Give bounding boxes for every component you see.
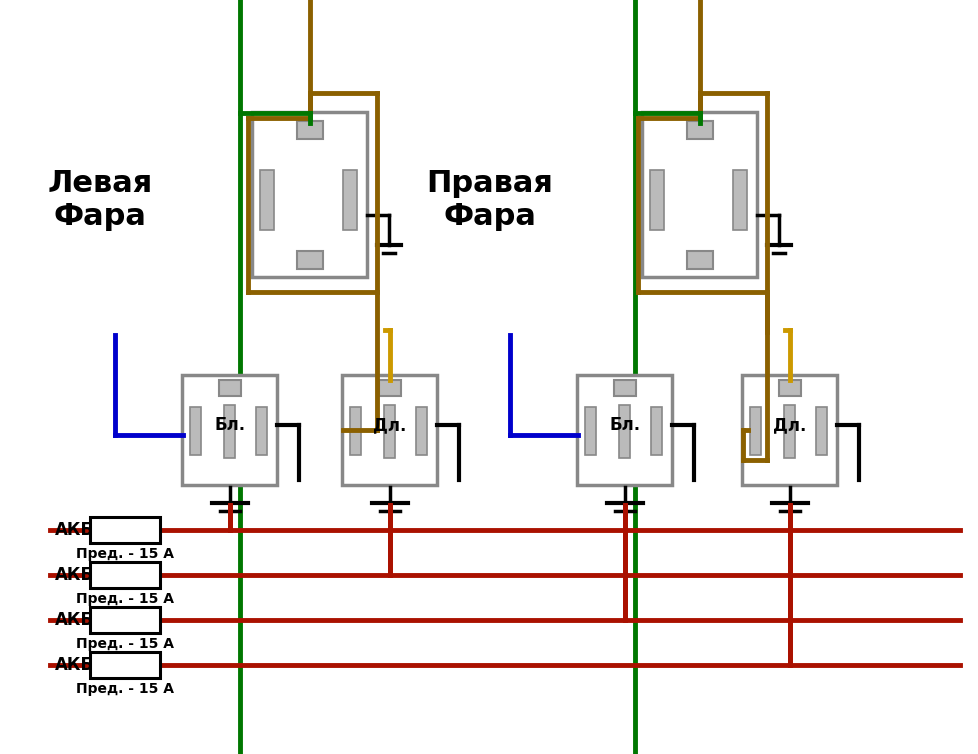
Bar xyxy=(90,517,159,543)
Text: АКБ: АКБ xyxy=(55,656,94,674)
Bar xyxy=(613,380,636,396)
Bar xyxy=(219,380,241,396)
Text: Пред. - 15 А: Пред. - 15 А xyxy=(76,592,174,606)
Bar xyxy=(260,170,274,230)
Bar xyxy=(577,375,672,485)
Bar xyxy=(816,407,826,455)
Bar xyxy=(182,375,277,485)
Bar xyxy=(296,252,323,269)
Bar xyxy=(343,170,357,230)
Text: Левая
Фара: Левая Фара xyxy=(47,169,153,231)
Bar xyxy=(378,380,401,396)
Bar xyxy=(649,170,664,230)
Bar xyxy=(750,407,761,455)
Text: Дл.: Дл. xyxy=(373,416,406,434)
Text: АКБ: АКБ xyxy=(55,611,94,629)
Bar xyxy=(642,112,757,277)
Bar xyxy=(90,607,159,633)
Bar xyxy=(383,405,394,458)
Bar xyxy=(585,407,596,455)
Text: АКБ: АКБ xyxy=(55,521,94,539)
Bar xyxy=(733,170,747,230)
Text: Дл.: Дл. xyxy=(773,416,806,434)
Text: Пред. - 15 А: Пред. - 15 А xyxy=(76,682,174,696)
Text: Правая
Фара: Правая Фара xyxy=(426,169,553,231)
Bar xyxy=(342,375,437,485)
Bar xyxy=(618,405,630,458)
Bar xyxy=(296,121,323,139)
Bar xyxy=(350,407,361,455)
Text: Бл.: Бл. xyxy=(609,416,640,434)
Bar xyxy=(252,112,367,277)
Text: Пред. - 15 А: Пред. - 15 А xyxy=(76,547,174,561)
Bar xyxy=(191,407,201,455)
Bar xyxy=(687,121,712,139)
Bar xyxy=(778,380,800,396)
Bar xyxy=(416,407,427,455)
Text: Пред. - 15 А: Пред. - 15 А xyxy=(76,637,174,651)
Bar xyxy=(650,407,662,455)
Text: АКБ: АКБ xyxy=(55,566,94,584)
Bar xyxy=(687,252,712,269)
Bar xyxy=(741,375,836,485)
Bar xyxy=(256,407,267,455)
Text: Бл.: Бл. xyxy=(214,416,245,434)
Bar xyxy=(90,562,159,588)
Bar xyxy=(90,652,159,678)
Bar xyxy=(224,405,235,458)
Bar xyxy=(783,405,794,458)
